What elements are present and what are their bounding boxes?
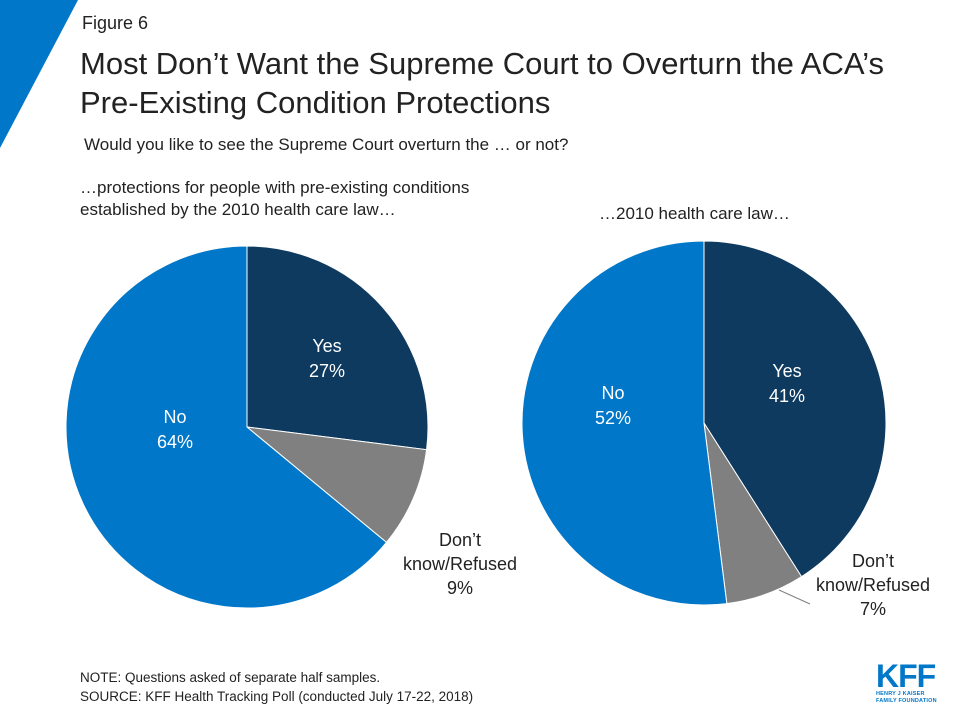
pie1-dk-label-line2: know/Refused	[403, 554, 517, 574]
pie1-no-value: 64%	[157, 432, 193, 452]
pie1-slice-no	[65, 245, 388, 609]
pie1-no-label: No	[163, 407, 186, 427]
kff-logo-line1: HENRY J KAISER	[876, 691, 925, 697]
note-text: NOTE: Questions asked of separate half s…	[80, 670, 381, 685]
kff-logo-line2: FAMILY FOUNDATION	[876, 697, 937, 704]
figure-label: Figure 6	[82, 13, 149, 33]
pie2-yes-value: 41%	[769, 386, 805, 406]
left-pie-title: …protections for people with pre-existin…	[80, 178, 470, 219]
pie2-dk-leader-line	[778, 589, 811, 605]
chart-title: Most Don’t Want the Supreme Court to Ove…	[80, 46, 885, 120]
right-pie-title: …2010 health care law…	[599, 204, 790, 223]
pie2-no-label: No	[601, 383, 624, 403]
pie2-slice-no	[521, 240, 728, 606]
kff-logo-text: KFF	[876, 658, 936, 694]
corner-accent-shape	[0, 0, 78, 148]
pie2-dk-label-line2: know/Refused	[816, 575, 930, 595]
pie2-yes-label: Yes	[772, 361, 801, 381]
pie1-dk-label-line1: Don’t	[439, 530, 481, 550]
pie2-dk-value: 7%	[860, 599, 886, 619]
pie2-no-value: 52%	[595, 408, 631, 428]
chart-subtitle: Would you like to see the Supreme Court …	[84, 135, 569, 154]
footnote: NOTE: Questions asked of separate half s…	[80, 668, 473, 706]
pie2-slice-yes	[703, 240, 887, 578]
pie1-slice-dk	[245, 426, 428, 544]
pie2-dk-label-line1: Don’t	[852, 551, 894, 571]
pie1-yes-label: Yes	[312, 336, 341, 356]
source-text: SOURCE: KFF Health Tracking Poll (conduc…	[80, 689, 474, 704]
pie1-slice-yes	[246, 245, 429, 451]
pie1-yes-value: 27%	[309, 361, 345, 381]
pie1-dk-value: 9%	[447, 578, 473, 598]
kff-logo: KFF HENRY J KAISER FAMILY FOUNDATION	[876, 658, 946, 709]
